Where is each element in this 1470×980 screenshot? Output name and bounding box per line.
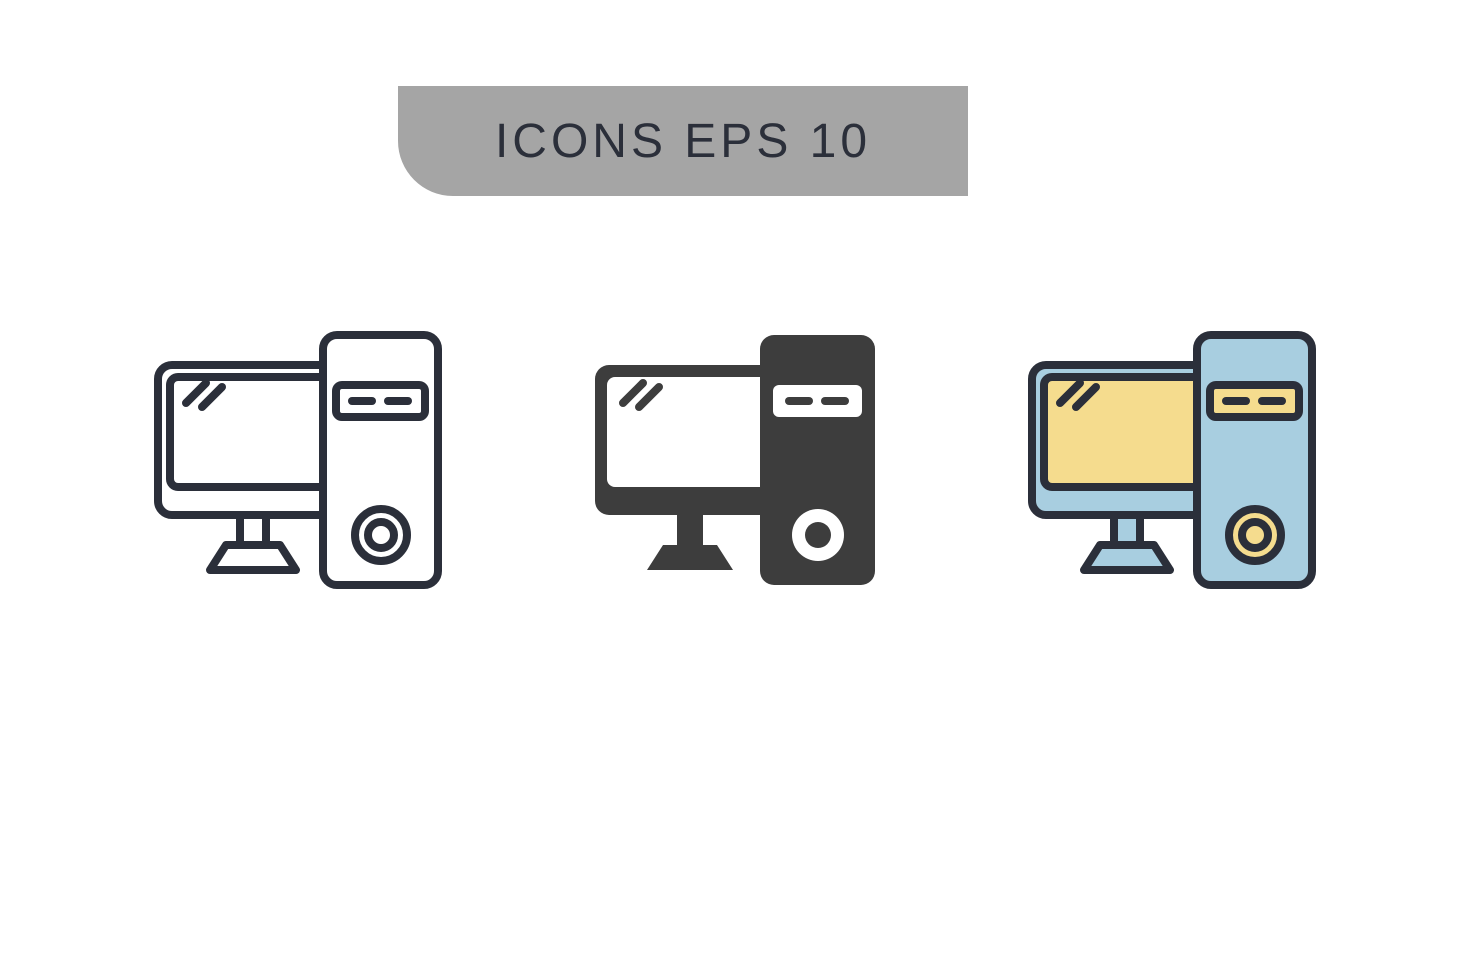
computer-color-icon [1017, 320, 1327, 610]
icons-row [0, 320, 1470, 610]
header-title: ICONS EPS 10 [495, 114, 871, 169]
computer-solid-icon [580, 320, 890, 610]
header-badge: ICONS EPS 10 [398, 86, 968, 196]
computer-outline-icon [143, 320, 453, 610]
